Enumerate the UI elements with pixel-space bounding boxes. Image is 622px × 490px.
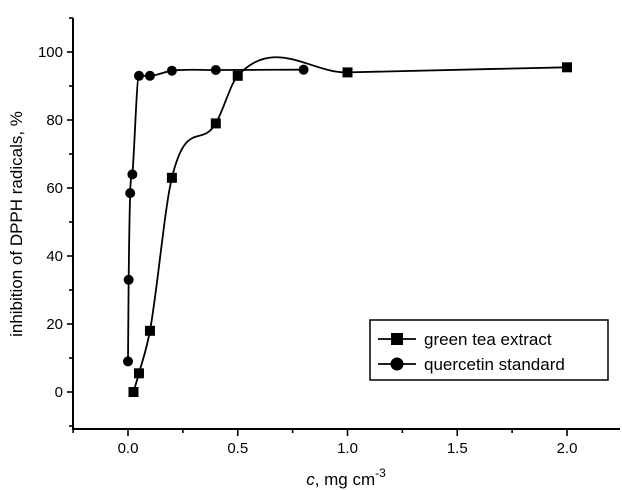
- x-tick-label: 1.5: [447, 440, 468, 457]
- x-axis-title-exponent: -3: [375, 466, 386, 480]
- x-ticks: 0.0 0.5 1.0 1.5 2.0: [72, 429, 578, 457]
- quercetin-point: [125, 188, 136, 199]
- legend-box: [369, 319, 609, 381]
- quercetin-point: [133, 70, 144, 81]
- y-ticks: 0 20 40 60 80 100: [38, 17, 73, 427]
- green-tea-point: [562, 62, 572, 73]
- y-axis-title: inhibition of DPPH radicals, %: [7, 111, 26, 337]
- y-tick-label: 60: [46, 180, 63, 197]
- green-tea-point: [232, 70, 243, 81]
- axes: 0 20 40 60 80 100 0.0 0.5 1.0 1.5 2.0: [38, 17, 620, 457]
- legend: green tea extract quercetin standard: [369, 319, 609, 381]
- green-tea-point: [128, 387, 139, 397]
- y-tick-label: 0: [55, 384, 63, 401]
- x-axis-title-unit: , mg cm: [315, 470, 375, 489]
- green-tea-point: [133, 368, 144, 379]
- y-tick-label: 20: [46, 316, 63, 333]
- quercetin-point: [123, 274, 134, 285]
- quercetin-fit-curve: [127, 68, 304, 362]
- legend-label-quercetin: quercetin standard: [424, 355, 565, 374]
- quercetin-point: [166, 65, 177, 76]
- x-tick-label: 1.0: [337, 440, 358, 457]
- legend-marker-circle: [390, 357, 404, 371]
- green-tea-fit-curve: [132, 56, 568, 393]
- green-tea-point: [166, 172, 177, 183]
- quercetin-point: [127, 169, 138, 180]
- plot-area: [123, 56, 572, 397]
- x-tick-label: 0.0: [118, 440, 139, 457]
- green-tea-point: [342, 67, 353, 78]
- x-axis-title-variable: c: [306, 470, 315, 489]
- x-tick-label: 2.0: [557, 440, 578, 457]
- y-tick-label: 100: [38, 44, 63, 61]
- x-axis-title: c, mg cm-3: [306, 466, 386, 489]
- y-tick-label: 80: [46, 112, 63, 129]
- green-tea-point: [144, 325, 155, 336]
- quercetin-point: [298, 64, 309, 75]
- y-tick-label: 40: [46, 248, 63, 265]
- data-markers: [123, 62, 572, 397]
- quercetin-point: [210, 65, 221, 76]
- x-tick-label: 0.5: [227, 440, 248, 457]
- quercetin-point: [123, 356, 133, 367]
- green-tea-point: [210, 118, 221, 129]
- legend-marker-square: [391, 333, 403, 345]
- quercetin-point: [144, 70, 155, 81]
- legend-label-green-tea: green tea extract: [424, 330, 552, 349]
